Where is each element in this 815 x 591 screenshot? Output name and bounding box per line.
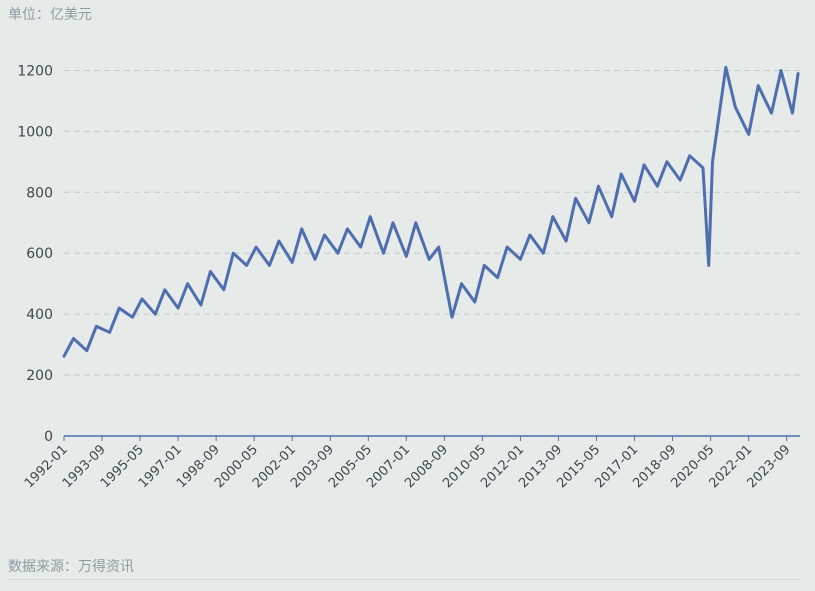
grid-lines <box>64 69 800 376</box>
y-tick-label: 1000 <box>17 124 53 140</box>
y-tick-label: 1200 <box>17 63 53 79</box>
y-tick-label: 200 <box>26 368 53 384</box>
y-tick-label: 600 <box>26 246 53 262</box>
x-axis: 1992-011993-091995-051997-011998-092000-… <box>22 435 800 491</box>
series-group <box>62 65 800 358</box>
unit-label: 单位：亿美元 <box>8 7 92 23</box>
y-tick-label: 800 <box>26 185 53 201</box>
y-tick-label: 0 <box>44 429 53 445</box>
series-line <box>62 65 800 358</box>
divider <box>8 579 801 580</box>
y-axis: 0 200 400 600 800 1000 1200 <box>17 63 53 445</box>
y-tick-label: 400 <box>26 307 53 323</box>
line-chart: 0 200 400 600 800 1000 1200 1992-011993-091995… <box>17 63 800 491</box>
source-label: 数据来源：万得资讯 <box>8 559 134 575</box>
